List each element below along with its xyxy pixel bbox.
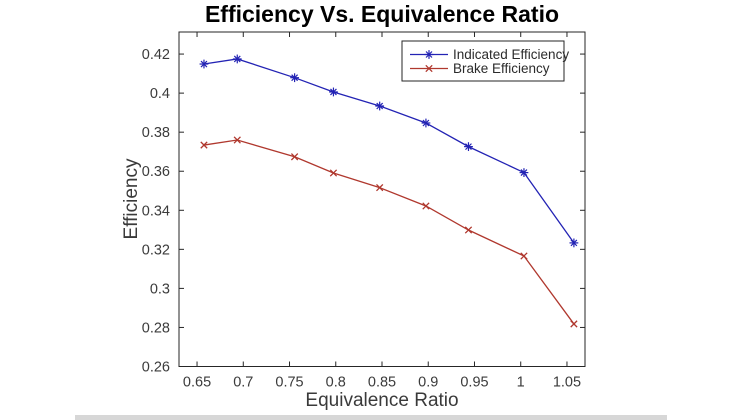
marker-indicated-efficiency xyxy=(376,102,384,110)
legend-sample-marker xyxy=(425,51,433,58)
series-line-indicated-efficiency xyxy=(203,58,575,244)
chart-title: Efficiency Vs. Equivalence Ratio xyxy=(204,1,560,27)
marker-indicated-efficiency xyxy=(465,143,472,151)
x-tick-label: 0.7 xyxy=(233,375,253,391)
y-tick-label: 0.26 xyxy=(142,360,170,376)
marker-indicated-efficiency xyxy=(520,169,528,177)
marker-indicated-efficiency xyxy=(200,60,208,68)
x-tick-label: 0.65 xyxy=(183,375,211,391)
x-tick-label: 0.8 xyxy=(326,375,346,391)
x-tick-label: 1.05 xyxy=(553,375,581,391)
x-tick-label: 0.9 xyxy=(418,375,438,391)
x-tick-label: 0.75 xyxy=(275,375,303,391)
legend-box xyxy=(401,40,565,82)
marker-indicated-efficiency xyxy=(570,239,578,247)
y-tick-label: 0.42 xyxy=(142,47,170,63)
y-tick-label: 0.3 xyxy=(150,281,170,297)
x-tick-label: 0.85 xyxy=(368,375,396,391)
plot-border xyxy=(178,31,586,367)
marker-indicated-efficiency xyxy=(233,55,241,63)
window-edge-strip xyxy=(75,415,667,420)
marker-brake-efficiency xyxy=(376,183,384,192)
marker-brake-efficiency xyxy=(329,169,338,177)
x-tick-label: 0.95 xyxy=(460,375,488,391)
marker-brake-efficiency xyxy=(200,141,208,149)
y-tick-label: 0.38 xyxy=(142,125,170,141)
legend-entry-label: Indicated Efficiency xyxy=(453,47,569,62)
y-tick-label: 0.34 xyxy=(142,203,170,219)
marker-indicated-efficiency xyxy=(330,88,337,96)
y-tick-label: 0.36 xyxy=(142,164,170,180)
x-axis-label: Equivalence Ratio xyxy=(305,390,459,411)
y-tick-label: 0.32 xyxy=(142,242,170,258)
marker-brake-efficiency xyxy=(233,136,241,144)
y-axis-label: Efficiency xyxy=(121,158,142,240)
marker-brake-efficiency xyxy=(422,202,430,210)
y-tick-label: 0.28 xyxy=(142,320,170,336)
marker-indicated-efficiency xyxy=(291,74,299,82)
marker-indicated-efficiency xyxy=(422,119,430,127)
legend-entry-label: Brake Efficiency xyxy=(453,61,550,76)
series-line-brake-efficiency xyxy=(203,139,575,325)
marker-brake-efficiency xyxy=(464,226,473,234)
marker-brake-efficiency xyxy=(290,153,299,161)
x-tick-label: 1 xyxy=(517,375,525,391)
legend-sample-marker xyxy=(425,64,433,73)
marker-brake-efficiency xyxy=(570,320,578,328)
marker-brake-efficiency xyxy=(520,252,528,260)
y-tick-label: 0.4 xyxy=(150,86,170,102)
